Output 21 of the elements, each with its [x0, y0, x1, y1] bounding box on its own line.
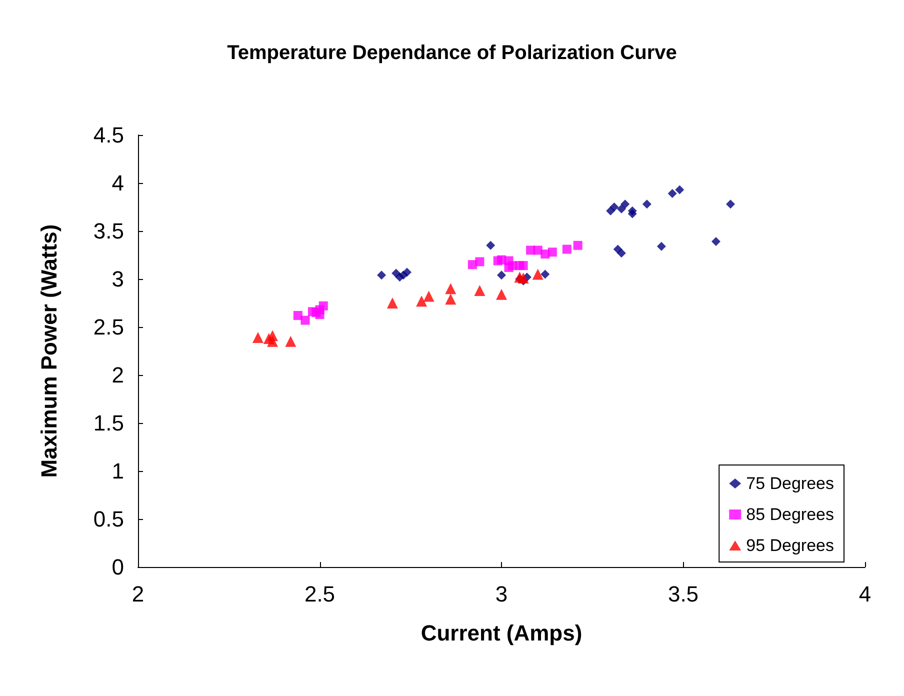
- y-tick-label: 4.5: [93, 122, 124, 148]
- x-tick-label: 4: [858, 582, 872, 606]
- y-tick-label: 2: [112, 362, 124, 388]
- x-tick-label: 2.5: [304, 582, 336, 606]
- y-axis-title: Maximum Power (Watts): [36, 224, 62, 478]
- y-tick-label: 1.5: [93, 410, 124, 436]
- chart-title: Temperature Dependance of Polarization Curve: [227, 42, 677, 64]
- y-tick-label: 3.5: [93, 218, 124, 244]
- x-tick-label: 3: [495, 582, 508, 606]
- legend-label: 95 Degrees: [746, 536, 834, 555]
- y-tick-label: 3: [112, 266, 124, 292]
- y-tick-label: 2.5: [93, 314, 124, 340]
- legend-label: 85 Degrees: [746, 505, 834, 524]
- x-axis-title: Current (Amps): [420, 620, 582, 646]
- x-tick-label: 3.5: [668, 582, 699, 606]
- y-tick-label: 0: [112, 554, 124, 580]
- y-tick-label: 0.5: [93, 506, 124, 532]
- x-tick-label: 2: [132, 582, 144, 606]
- y-tick-label: 4: [112, 170, 124, 196]
- legend-label: 75 Degrees: [746, 474, 834, 493]
- y-tick-label: 1: [112, 458, 124, 484]
